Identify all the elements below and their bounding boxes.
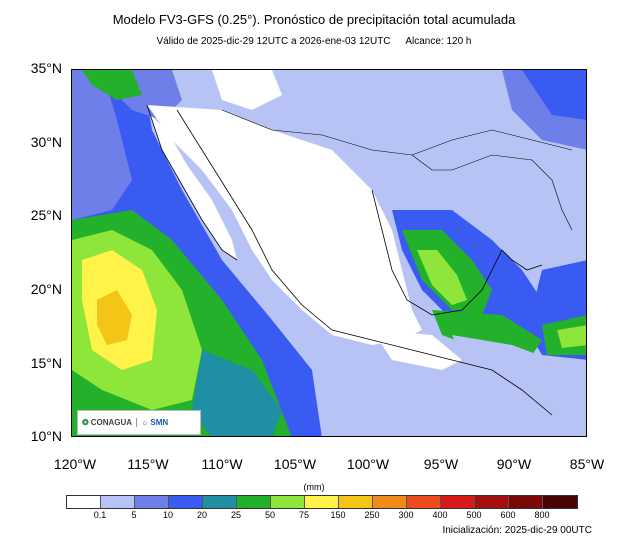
gulf-coastline [371,189,543,316]
colorbar-swatch [67,496,101,508]
conagua-mark-icon: ❂ [82,418,89,427]
lat-label-30n: 30°N [30,134,62,150]
smn-text: SMN [150,418,169,427]
precipitation-colorbar [66,495,578,509]
colorbar-swatch [135,496,169,508]
lon-label-105w: 105°W [273,456,317,472]
colorbar-swatch [509,496,543,508]
precipitation-map-svg [72,70,586,436]
initialization-time: Inicialización: 2025-dic-29 00UTC [442,525,592,536]
lat-label-20n: 20°N [30,281,62,297]
colorbar-tick-label: 0.1 [93,510,107,520]
colorbar-tick-label: 800 [534,510,550,520]
colorbar-swatch [305,496,339,508]
lon-label-85w: 85°W [569,456,605,472]
lon-label-120w: 120°W [53,456,97,472]
colorbar-tick-label: 20 [196,510,207,520]
legend-units: (mm) [303,482,325,492]
colorbar-tick-label: 300 [398,510,414,520]
colorbar-swatch [373,496,407,508]
lat-label-10n: 10°N [30,428,62,444]
lat-label-35n: 35°N [30,60,62,76]
colorbar-swatch [101,496,135,508]
conagua-logo: ❂ CONAGUA [82,418,132,427]
pacific-teal-area [192,350,282,436]
colorbar-tick-label: 10 [162,510,173,520]
us-gulf-coast [411,154,573,231]
pacific-coastline [146,104,553,416]
agency-logos: ❂ CONAGUA ☼ SMN [77,410,201,435]
mexico-dry-land [147,105,422,345]
smn-logo: ☼ SMN [136,418,168,427]
lon-label-100w: 100°W [346,456,390,472]
us-south-light [262,70,462,150]
forecast-range: Alcance: 120 h [405,36,472,47]
colorbar-tick-label: 5 [131,510,137,520]
central-america-light [452,335,572,420]
lat-label-15n: 15°N [30,355,62,371]
lon-label-115w: 115°W [127,456,169,472]
valid-period: Válido de 2025-dic-29 12UTC a 2026-ene-0… [156,36,391,47]
colorbar-swatch [169,496,203,508]
lat-label-25n: 25°N [30,207,62,223]
north-green-area [82,70,142,100]
colorbar-swatch [543,496,577,508]
colorbar-swatch [441,496,475,508]
pacific-north-band [72,70,132,220]
colorbar-tick-label: 50 [264,510,275,520]
colorbar-swatch [237,496,271,508]
pacific-orange-core [97,290,132,345]
colorbar-tick-label: 500 [466,510,482,520]
map-title: Modelo FV3-GFS (0.25°). Pronóstico de pr… [112,12,516,27]
us-southwest-dry [212,70,282,110]
caribbean-lime-area [557,325,586,348]
colorbar-swatch [203,496,237,508]
colorbar-swatch [339,496,373,508]
lon-label-90w: 90°W [496,456,532,472]
conagua-text: CONAGUA [90,418,133,427]
colorbar-tick-label: 600 [500,510,516,520]
colorbar-tick-label: 150 [330,510,346,520]
southern-mexico-dry [372,330,462,370]
lon-label-110w: 110°W [201,456,243,472]
gulf-lime-area [417,250,467,305]
colorbar-swatch [407,496,441,508]
colorbar-tick-label: 25 [230,510,241,520]
colorbar-tick-label: 400 [432,510,448,520]
colorbar-swatch [475,496,509,508]
smn-mark-icon: ☼ [141,418,149,427]
colorbar-swatch [271,496,305,508]
colorbar-tick-label: 250 [364,510,380,520]
baja-california [150,115,237,260]
northeast-blue [522,70,586,120]
lon-label-95w: 95°W [423,456,459,472]
map-subtitle: Válido de 2025-dic-29 12UTC a 2026-ene-0… [0,36,628,47]
southern-mexico-green [432,310,542,355]
precipitation-map: ❂ CONAGUA ☼ SMN [71,69,587,437]
colorbar-tick-label: 75 [298,510,309,520]
